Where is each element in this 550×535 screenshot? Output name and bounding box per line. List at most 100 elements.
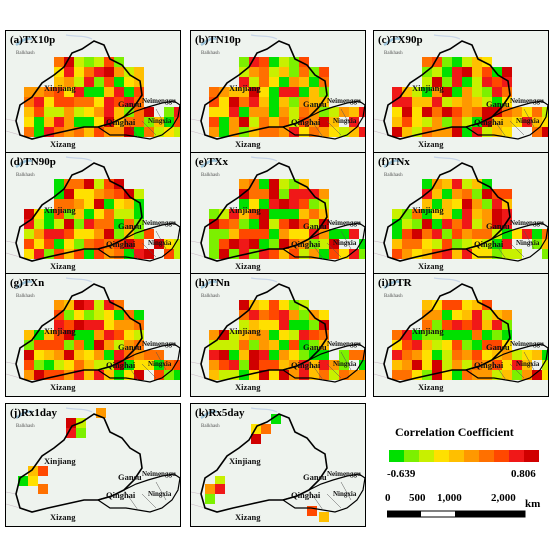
grid-cell [215, 476, 225, 486]
grid-cell [482, 229, 492, 239]
grid-cell [442, 300, 452, 310]
grid-cell [44, 370, 54, 380]
grid-cell [249, 199, 259, 209]
grid-cell [422, 199, 432, 209]
grid-cell [432, 87, 442, 97]
grid-cell [239, 199, 249, 209]
grid-cell [542, 107, 548, 117]
grid-cell [309, 77, 319, 87]
grid-cell [44, 219, 54, 229]
grid-cell [114, 77, 124, 87]
grid-cell [144, 107, 154, 117]
grid-cell [462, 320, 472, 330]
grid-cell [472, 340, 482, 350]
grid-cell [34, 360, 44, 370]
grid-cell [289, 97, 299, 107]
grid-cell [74, 97, 84, 107]
grid-cell [472, 127, 482, 137]
grid-cell [259, 77, 269, 87]
grid-cell [442, 360, 452, 370]
grid-cell [74, 57, 84, 67]
grid-cell [24, 340, 34, 350]
grid-cell [432, 330, 442, 340]
grid-cell [209, 127, 219, 137]
grid-cell [472, 87, 482, 97]
grid-cell [472, 360, 482, 370]
grid-cell [34, 370, 44, 380]
grid-cell [229, 97, 239, 107]
grid-cell [249, 320, 259, 330]
grid-cell [94, 117, 104, 127]
grid-cell [412, 229, 422, 239]
grid-cell [432, 77, 442, 87]
grid-cell [219, 249, 229, 259]
grid-cell [522, 370, 532, 380]
grid-cell [24, 370, 34, 380]
grid-cell [54, 209, 64, 219]
grid-cell [64, 360, 74, 370]
place-label-gansu: Gansu [486, 342, 510, 352]
grid-cell [432, 199, 442, 209]
grid-cell [442, 370, 452, 380]
grid-cell [452, 127, 462, 137]
grid-cell [54, 117, 64, 127]
grid-cell [339, 229, 349, 239]
grid-cell [319, 512, 329, 522]
grid-cell [452, 179, 462, 189]
grid-cell [259, 229, 269, 239]
place-label-balkhash: Balkhash [384, 51, 403, 56]
grid-cell [289, 310, 299, 320]
grid-cell [542, 249, 548, 259]
place-label-xinjiang: Xinjiang [229, 326, 261, 336]
grid-cell [64, 77, 74, 87]
grid-cell [532, 107, 542, 117]
grid-cell [482, 199, 492, 209]
grid-cell [64, 67, 74, 77]
panel-label: (e)TXx [195, 156, 228, 168]
grid-cell [402, 249, 412, 259]
grid-cell [307, 506, 317, 516]
grid-cell [359, 350, 365, 360]
grid-cell [432, 350, 442, 360]
grid-cell [402, 360, 412, 370]
grid-cell [492, 117, 502, 127]
grid-cell [462, 310, 472, 320]
grid-cell [249, 57, 259, 67]
grid-cell [94, 239, 104, 249]
place-label-xinjiang: Xinjiang [44, 83, 76, 93]
grid-cell [462, 57, 472, 67]
grid-cell [482, 340, 492, 350]
grid-cell [512, 229, 522, 239]
grid-cell [114, 117, 124, 127]
grid-cell [442, 249, 452, 259]
place-label-neimenggu: Neimenggu [510, 219, 544, 227]
region-boundary [464, 222, 548, 262]
grid-cell [402, 127, 412, 137]
grid-cell [104, 249, 114, 259]
grid-cell [502, 370, 512, 380]
grid-cell [422, 107, 432, 117]
grid-cell [402, 107, 412, 117]
grid-cell [442, 127, 452, 137]
grid-cell [472, 97, 482, 107]
grid-cell [462, 340, 472, 350]
place-label-neimenggu: Neimenggu [142, 340, 176, 348]
grid-cell [402, 330, 412, 340]
grid-cell [64, 127, 74, 137]
place-label-qinghai: Qinghai [291, 360, 321, 370]
grid-cell [482, 97, 492, 107]
grid-cell [289, 107, 299, 117]
grid-cell [259, 179, 269, 189]
grid-cell [134, 330, 144, 340]
grid-cell [114, 127, 124, 137]
grid-cell [239, 77, 249, 87]
grid-cell [209, 370, 219, 380]
grid-cell [269, 127, 279, 137]
grid-cell [114, 189, 124, 199]
grid-cell [512, 360, 522, 370]
grid-cell [114, 340, 124, 350]
grid-cell [299, 360, 309, 370]
map-canvas [191, 31, 365, 153]
grid-cell [114, 350, 124, 360]
place-label-balkhash: Balkhash [201, 173, 220, 178]
